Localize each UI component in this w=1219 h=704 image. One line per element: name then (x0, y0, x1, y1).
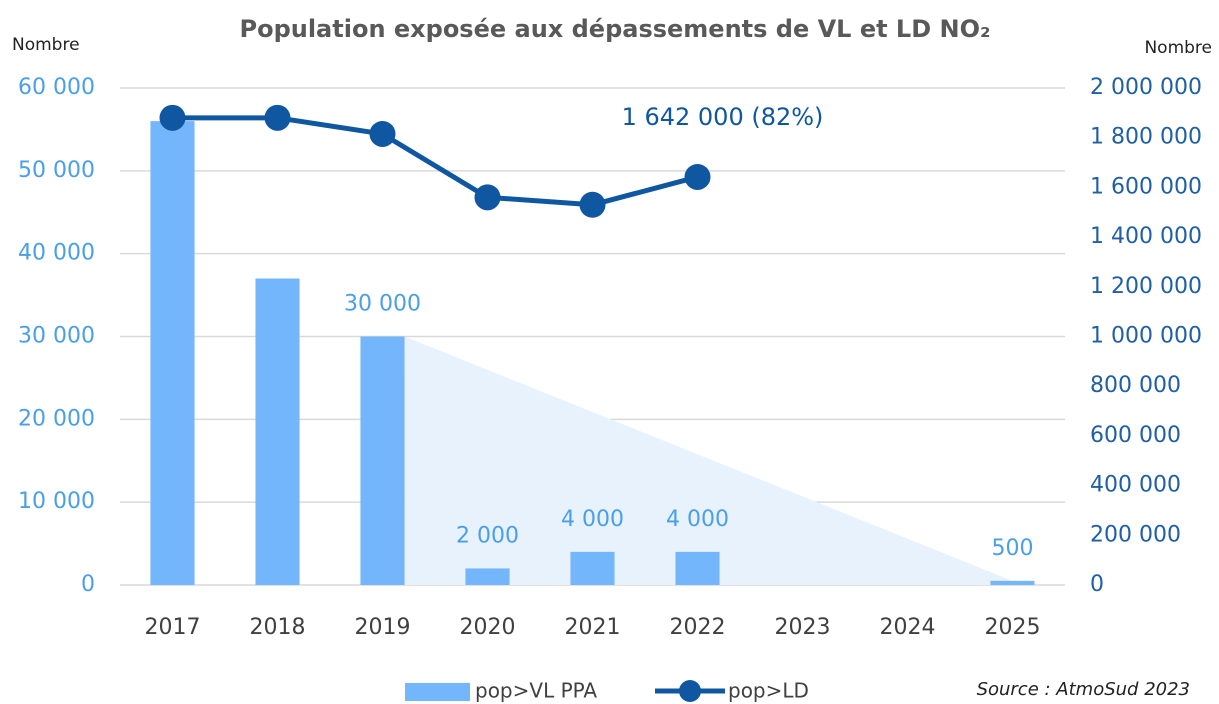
y2-tick-label: 1 400 000 (1090, 224, 1202, 249)
y-axis-label: Nombre (12, 35, 80, 55)
y2-tick-label: 1 600 000 (1090, 174, 1202, 199)
line-marker (369, 120, 396, 147)
y2-tick-label: 1 800 000 (1090, 125, 1202, 150)
x-tick-label: 2024 (880, 615, 936, 640)
legend-swatch (405, 683, 470, 701)
bar-value-label: 500 (992, 536, 1034, 561)
y-tick-label: 0 (81, 572, 95, 597)
y-tick-label: 20 000 (18, 406, 95, 431)
bar-value-label: 4 000 (561, 507, 624, 532)
line-value-label: 1 642 000 (82%) (622, 103, 824, 131)
x-tick-label: 2020 (460, 615, 516, 640)
line-marker (579, 191, 606, 218)
y-tick-label: 30 000 (18, 324, 95, 349)
bar (990, 580, 1035, 585)
y2-tick-label: 1 200 000 (1090, 274, 1202, 299)
legend-label: pop>LD (728, 679, 809, 703)
bar (675, 551, 720, 585)
bar-value-label: 2 000 (456, 523, 519, 548)
source-note: Source : AtmoSud 2023 (977, 679, 1190, 700)
x-tick-label: 2017 (145, 615, 201, 640)
line-marker (684, 163, 711, 190)
y-tick-label: 50 000 (18, 158, 95, 183)
legend-label: pop>VL PPA (475, 679, 597, 703)
y-tick-label: 10 000 (18, 489, 95, 514)
y2-axis-label: Nombre (1144, 38, 1212, 58)
x-tick-label: 2022 (670, 615, 726, 640)
legend-swatch-marker (679, 680, 701, 702)
line-marker (159, 104, 186, 131)
line-marker (474, 184, 501, 211)
y2-tick-label: 600 000 (1090, 423, 1181, 448)
bar (255, 278, 300, 585)
x-tick-label: 2023 (775, 615, 831, 640)
bar-value-label: 30 000 (344, 292, 421, 317)
x-tick-label: 2025 (985, 615, 1041, 640)
x-tick-label: 2019 (355, 615, 411, 640)
bar (150, 121, 195, 585)
bar-value-label: 4 000 (666, 507, 729, 532)
y-tick-label: 40 000 (18, 241, 95, 266)
chart-title: Population exposée aux dépassements de V… (239, 15, 990, 43)
bar (465, 568, 510, 585)
y-tick-label: 60 000 (18, 75, 95, 100)
bar (360, 336, 405, 585)
y2-tick-label: 2 000 000 (1090, 75, 1202, 100)
y2-tick-label: 400 000 (1090, 473, 1181, 498)
trajectory-area (404, 336, 1013, 585)
y2-tick-label: 800 000 (1090, 373, 1181, 398)
y2-tick-label: 200 000 (1090, 522, 1181, 547)
line (172, 115, 699, 208)
x-tick-label: 2021 (565, 615, 621, 640)
y2-tick-label: 0 (1090, 572, 1104, 597)
x-tick-label: 2018 (250, 615, 306, 640)
bar (570, 551, 615, 585)
y2-tick-label: 1 000 000 (1090, 324, 1202, 349)
line-marker (264, 104, 291, 131)
